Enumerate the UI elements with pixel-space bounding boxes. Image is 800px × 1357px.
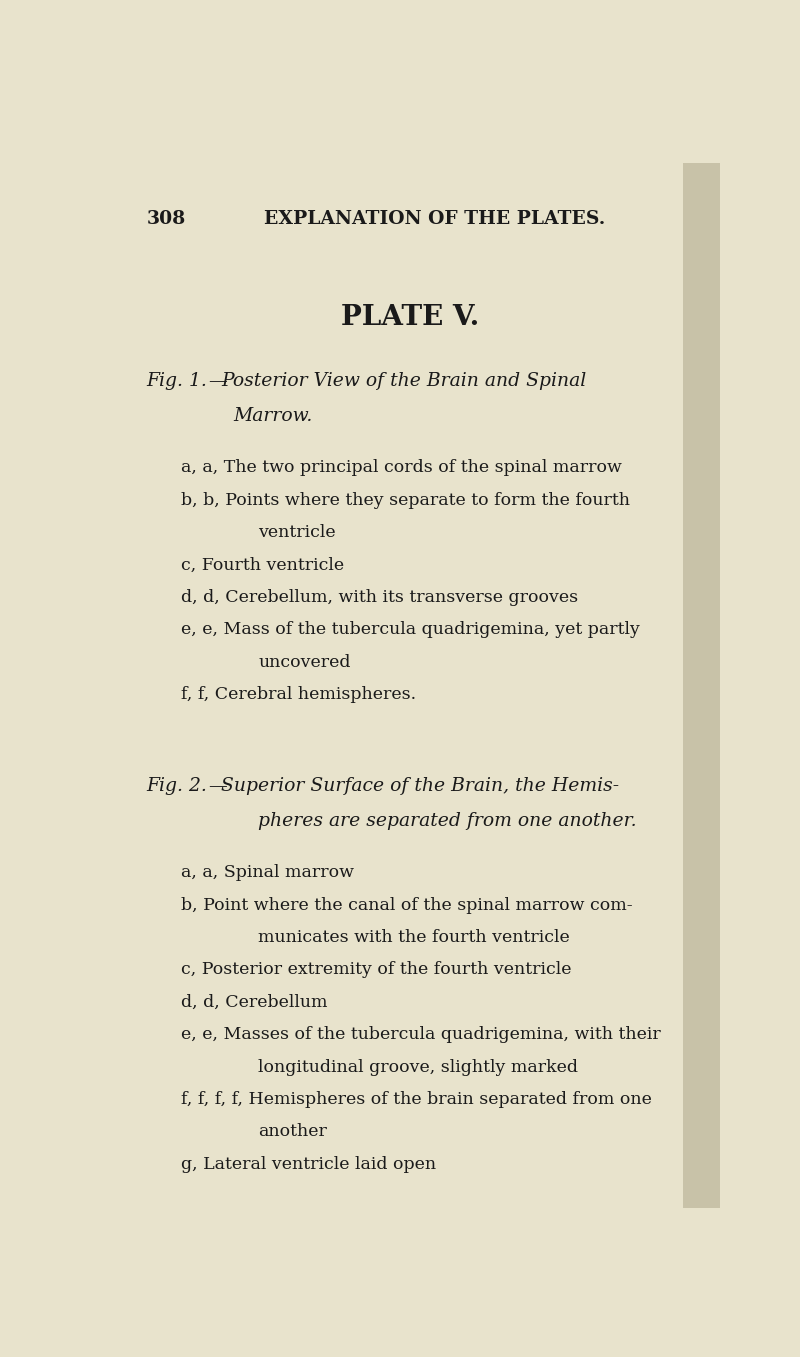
Text: Fig. 2.: Fig. 2. bbox=[146, 776, 207, 795]
Text: e, e, Mass of the tubercula quadrigemina, yet partly: e, e, Mass of the tubercula quadrigemina… bbox=[181, 622, 639, 638]
Text: a, a, Spinal marrow: a, a, Spinal marrow bbox=[181, 864, 354, 881]
Text: municates with the fourth ventricle: municates with the fourth ventricle bbox=[258, 930, 570, 946]
Text: c, Fourth ventricle: c, Fourth ventricle bbox=[181, 556, 344, 574]
Text: pheres are separated from one another.: pheres are separated from one another. bbox=[258, 813, 637, 830]
Text: c, Posterior extremity of the fourth ventricle: c, Posterior extremity of the fourth ven… bbox=[181, 961, 571, 978]
Text: another: another bbox=[258, 1124, 327, 1140]
Text: f, f, Cerebral hemispheres.: f, f, Cerebral hemispheres. bbox=[181, 687, 416, 703]
Text: —: — bbox=[209, 372, 227, 389]
Bar bbox=[682, 163, 720, 1208]
Text: uncovered: uncovered bbox=[258, 654, 350, 670]
Text: d, d, Cerebellum: d, d, Cerebellum bbox=[181, 993, 327, 1011]
Text: e, e, Masses of the tubercula quadrigemina, with their: e, e, Masses of the tubercula quadrigemi… bbox=[181, 1026, 660, 1044]
Text: Posterior View of the Brain and Spinal: Posterior View of the Brain and Spinal bbox=[221, 372, 586, 389]
Text: b, Point where the canal of the spinal marrow com-: b, Point where the canal of the spinal m… bbox=[181, 897, 632, 913]
Text: Marrow.: Marrow. bbox=[234, 407, 313, 426]
Text: f, f, f, f, Hemispheres of the brain separated from one: f, f, f, f, Hemispheres of the brain sep… bbox=[181, 1091, 651, 1107]
Text: d, d, Cerebellum, with its transverse grooves: d, d, Cerebellum, with its transverse gr… bbox=[181, 589, 578, 605]
Text: —: — bbox=[209, 776, 227, 795]
Text: Fig. 1.: Fig. 1. bbox=[146, 372, 207, 389]
Text: b, b, Points where they separate to form the fourth: b, b, Points where they separate to form… bbox=[181, 491, 630, 509]
Text: EXPLANATION OF THE PLATES.: EXPLANATION OF THE PLATES. bbox=[264, 210, 606, 228]
Text: ventricle: ventricle bbox=[258, 524, 336, 541]
Text: a, a, The two principal cords of the spinal marrow: a, a, The two principal cords of the spi… bbox=[181, 459, 622, 476]
Text: PLATE V.: PLATE V. bbox=[341, 304, 479, 331]
Text: Superior Surface of the Brain, the Hemis-: Superior Surface of the Brain, the Hemis… bbox=[221, 776, 619, 795]
Text: g, Lateral ventricle laid open: g, Lateral ventricle laid open bbox=[181, 1156, 436, 1172]
Text: longitudinal groove, slightly marked: longitudinal groove, slightly marked bbox=[258, 1058, 578, 1076]
Text: 308: 308 bbox=[146, 210, 186, 228]
